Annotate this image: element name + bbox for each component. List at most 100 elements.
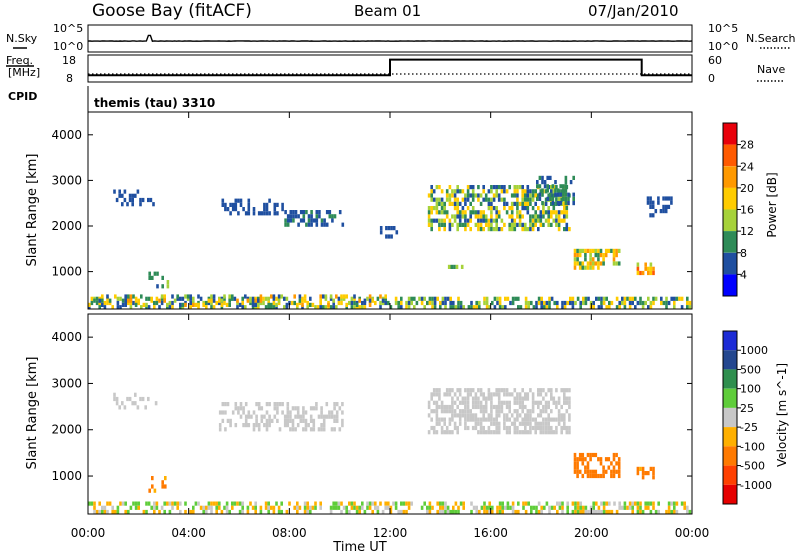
noise-left-tick-top: 10^5 xyxy=(53,22,83,35)
heatmap-cell xyxy=(108,501,112,506)
heatmap-cell xyxy=(272,294,276,299)
heatmap-cell xyxy=(387,505,390,510)
heatmap-cell xyxy=(464,214,467,219)
heatmap-cell xyxy=(537,193,540,198)
heatmap-cell xyxy=(591,265,595,270)
heatmap-cell xyxy=(516,409,519,414)
heatmap-cell xyxy=(88,302,91,307)
heatmap-cell xyxy=(576,501,580,506)
velocity-heatmap xyxy=(88,388,692,515)
heatmap-cell xyxy=(456,396,459,401)
heatmap-cell xyxy=(197,294,200,299)
colorbar-swatch xyxy=(723,331,737,351)
heatmap-cell xyxy=(218,300,221,306)
heatmap-cell xyxy=(563,300,567,306)
heatmap-cell xyxy=(448,409,452,414)
heatmap-cell xyxy=(137,298,140,303)
colorbar-swatch xyxy=(723,388,737,408)
heatmap-cell xyxy=(496,300,499,306)
heatmap-cell xyxy=(358,509,361,515)
heatmap-cell xyxy=(574,300,577,306)
heatmap-cell xyxy=(438,421,441,426)
heatmap-cell xyxy=(136,189,140,194)
heatmap-cell xyxy=(338,210,342,215)
heatmap-cell xyxy=(265,207,269,212)
heatmap-cell xyxy=(539,400,543,405)
heatmap-cell xyxy=(544,404,548,410)
heatmap-cell xyxy=(345,305,348,310)
heatmap-cell xyxy=(649,204,652,209)
heatmap-cell xyxy=(526,197,530,202)
heatmap-cell xyxy=(319,294,322,299)
heatmap-cell xyxy=(128,193,132,198)
heatmap-cell xyxy=(610,469,613,474)
heatmap-cell xyxy=(594,452,598,458)
heatmap-cell xyxy=(140,305,143,310)
heatmap-cell xyxy=(495,417,498,422)
heatmap-cell xyxy=(602,509,606,515)
heatmap-cell xyxy=(555,425,558,431)
heatmap-cell xyxy=(281,402,284,407)
heatmap-cell xyxy=(171,300,174,306)
heatmap-cell xyxy=(103,305,107,310)
heatmap-cell xyxy=(445,388,449,393)
heatmap-cell xyxy=(547,206,550,211)
heatmap-cell xyxy=(552,206,556,211)
heatmap-cell xyxy=(539,218,543,223)
heatmap-cell xyxy=(234,202,238,207)
heatmap-cell xyxy=(435,206,439,211)
heatmap-cell xyxy=(443,404,446,410)
heatmap-cell xyxy=(444,509,447,515)
ytick-label: 3000 xyxy=(51,376,82,390)
heatmap-cell xyxy=(557,218,561,223)
colorbar-swatch xyxy=(723,407,737,428)
heatmap-cell xyxy=(453,206,457,211)
heatmap-cell xyxy=(273,414,277,419)
heatmap-cell xyxy=(495,421,498,426)
heatmap-cell xyxy=(106,509,109,515)
heatmap-cell xyxy=(433,300,437,306)
heatmap-cell xyxy=(546,196,549,201)
heatmap-cell xyxy=(571,305,575,310)
heatmap-cell xyxy=(631,509,634,515)
heatmap-cell xyxy=(550,201,553,206)
heatmap-cell xyxy=(539,430,543,435)
heatmap-cell xyxy=(361,501,364,506)
heatmap-cell xyxy=(430,193,433,198)
heatmap-cell xyxy=(153,300,156,306)
heatmap-cell xyxy=(218,298,221,303)
heatmap-cell xyxy=(479,421,483,426)
heatmap-cell xyxy=(179,302,182,307)
heatmap-cell xyxy=(158,298,161,303)
heatmap-cell xyxy=(458,189,462,194)
heatmap-cell xyxy=(505,404,509,410)
heatmap-cell xyxy=(320,218,324,223)
heatmap-cell xyxy=(529,218,532,223)
heatmap-cell xyxy=(544,201,548,206)
heatmap-cell xyxy=(440,197,444,202)
heatmap-cell xyxy=(469,227,472,232)
heatmap-cell xyxy=(275,305,278,310)
heatmap-cell xyxy=(238,509,242,515)
heatmap-cell xyxy=(464,421,467,426)
heatmap-cell xyxy=(497,193,501,198)
heatmap-cell xyxy=(237,211,240,216)
heatmap-cell xyxy=(485,296,489,301)
heatmap-cell xyxy=(573,469,577,474)
heatmap-cell xyxy=(469,201,472,206)
heatmap-cell xyxy=(479,400,483,405)
heatmap-cell xyxy=(315,214,319,219)
heatmap-cell xyxy=(482,409,485,414)
noise-panel xyxy=(87,24,693,53)
heatmap-cell xyxy=(387,300,390,306)
heatmap-cell xyxy=(477,185,480,190)
heatmap-cell xyxy=(555,201,558,206)
heatmap-cell xyxy=(537,501,541,506)
heatmap-cell xyxy=(495,222,498,227)
heatmap-cell xyxy=(332,300,335,306)
heatmap-cell xyxy=(303,501,307,506)
heatmap-cell xyxy=(513,430,517,435)
heatmap-cell xyxy=(505,392,509,397)
heatmap-cell xyxy=(539,425,543,431)
heatmap-cell xyxy=(251,298,255,303)
